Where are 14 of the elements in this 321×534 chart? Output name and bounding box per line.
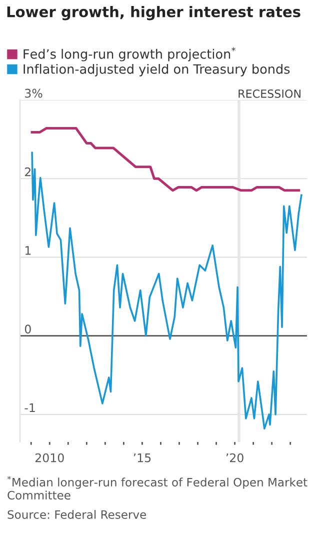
chart-title: Lower growth, higher interest rates: [7, 6, 300, 20]
y-tick-label: 3%: [25, 88, 42, 98]
y-tick-label: 2: [25, 167, 30, 176]
x-tick-label: 2010: [35, 453, 64, 462]
y-tick-label: 0: [24, 324, 31, 334]
x-tick-label: ’20: [226, 453, 244, 462]
legend-label: Fed’s long-run growth projection$^{*}$: [24, 47, 236, 62]
y-tick-label: -1: [24, 403, 35, 412]
y-tick-label: 1: [25, 246, 31, 255]
x-tick-label: ’15: [134, 453, 151, 462]
legend-label: Inflation-adjusted yield on Treasury bonds: [24, 64, 290, 76]
band-label: RECESSION: [238, 89, 300, 98]
text: $^{*}$Median longer-run forecast of Federal Open Market Committee: [7, 476, 308, 500]
source-note: Source: Federal Reserve: [8, 510, 146, 519]
